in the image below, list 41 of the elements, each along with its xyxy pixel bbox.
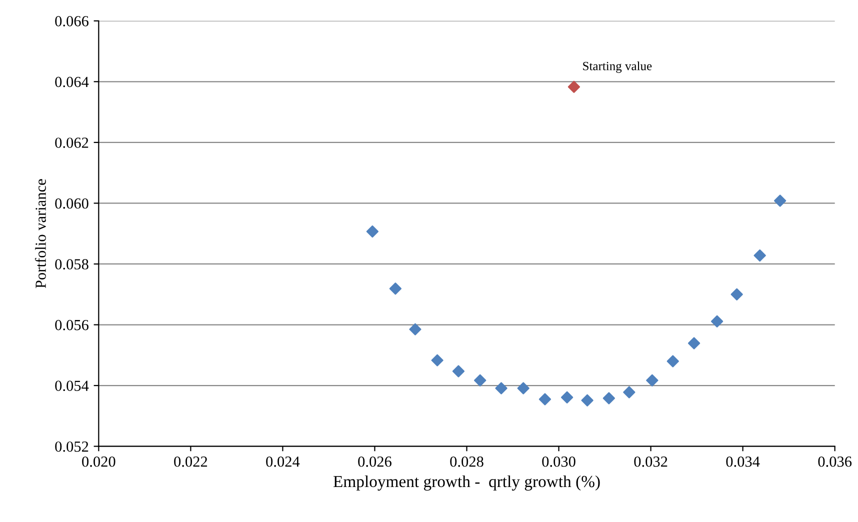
point <box>774 194 786 207</box>
point <box>474 374 486 386</box>
y-tick-label: 0.052 <box>55 441 88 452</box>
point <box>710 315 724 328</box>
y-tick-label: 0.056 <box>55 320 88 330</box>
x-tick-label: 0.028 <box>450 456 484 467</box>
point <box>389 282 402 295</box>
point <box>688 337 700 350</box>
point <box>646 374 658 386</box>
point <box>581 394 594 406</box>
annotation: Starting value <box>583 61 652 73</box>
point <box>409 323 422 336</box>
x-tick-label: 0.024 <box>266 456 300 467</box>
point <box>666 355 679 368</box>
x-tick-label: 0.026 <box>358 456 392 467</box>
point <box>517 382 530 394</box>
point <box>568 80 580 93</box>
y-axis-title: Portfolio variance <box>35 179 46 288</box>
x-axis-title: Employment growth - qrtly growth (%) <box>333 475 600 491</box>
point <box>754 249 766 262</box>
x-tick-label: 0.020 <box>82 456 116 467</box>
y-tick-label: 0.054 <box>55 380 89 392</box>
point <box>623 386 636 398</box>
x-tick-label: 0.022 <box>174 456 208 467</box>
x-tick-label: 0.034 <box>726 456 760 467</box>
y-tick-label: 0.066 <box>55 16 88 26</box>
point <box>560 391 574 404</box>
point <box>602 392 615 404</box>
x-tick-label: 0.032 <box>634 456 668 467</box>
point <box>495 382 508 394</box>
point <box>452 365 465 378</box>
y-tick-label: 0.064 <box>55 76 89 88</box>
y-tick-label: 0.062 <box>55 138 88 148</box>
point <box>730 288 743 300</box>
x-tick-label: 0.036 <box>818 456 852 467</box>
x-tick-label: 0.030 <box>542 456 576 467</box>
y-tick-label: 0.060 <box>55 198 88 209</box>
y-tick-label: 0.058 <box>55 259 88 270</box>
point <box>538 393 552 406</box>
point <box>366 225 379 238</box>
point <box>431 354 444 366</box>
